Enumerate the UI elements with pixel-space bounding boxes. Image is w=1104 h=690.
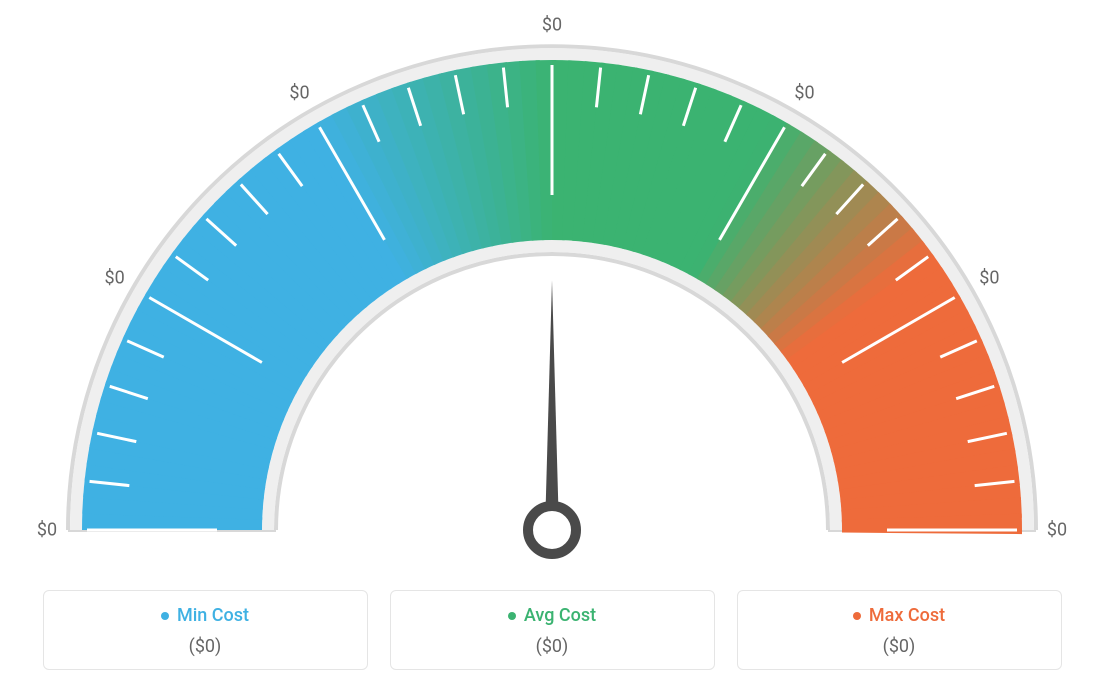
gauge-tick-label: $0 bbox=[979, 267, 999, 288]
legend-min: Min Cost ($0) bbox=[43, 590, 368, 671]
gauge-tick-label: $0 bbox=[1047, 520, 1067, 541]
legend-row: Min Cost ($0) Avg Cost ($0) Max Cost ($0… bbox=[42, 590, 1062, 671]
legend-max: Max Cost ($0) bbox=[737, 590, 1062, 671]
legend-avg-label: Avg Cost bbox=[508, 605, 596, 626]
gauge-svg bbox=[42, 20, 1062, 580]
legend-max-value: ($0) bbox=[738, 636, 1061, 657]
legend-max-text: Max Cost bbox=[869, 605, 945, 626]
legend-max-dot bbox=[853, 612, 861, 620]
legend-min-text: Min Cost bbox=[177, 605, 249, 626]
legend-min-value: ($0) bbox=[44, 636, 367, 657]
gauge-tick-label: $0 bbox=[105, 267, 125, 288]
legend-avg-value: ($0) bbox=[391, 636, 714, 657]
legend-avg-dot bbox=[508, 612, 516, 620]
gauge-tick-label: $0 bbox=[794, 82, 814, 103]
gauge-tick-label: $0 bbox=[289, 82, 309, 103]
gauge-tick-label: $0 bbox=[542, 15, 562, 36]
gauge-chart: $0$0$0$0$0$0$0 bbox=[42, 20, 1062, 560]
gauge-tick-label: $0 bbox=[37, 520, 57, 541]
legend-max-label: Max Cost bbox=[853, 605, 945, 626]
legend-min-dot bbox=[161, 612, 169, 620]
legend-min-label: Min Cost bbox=[161, 605, 249, 626]
legend-avg-text: Avg Cost bbox=[524, 605, 596, 626]
legend-avg: Avg Cost ($0) bbox=[390, 590, 715, 671]
